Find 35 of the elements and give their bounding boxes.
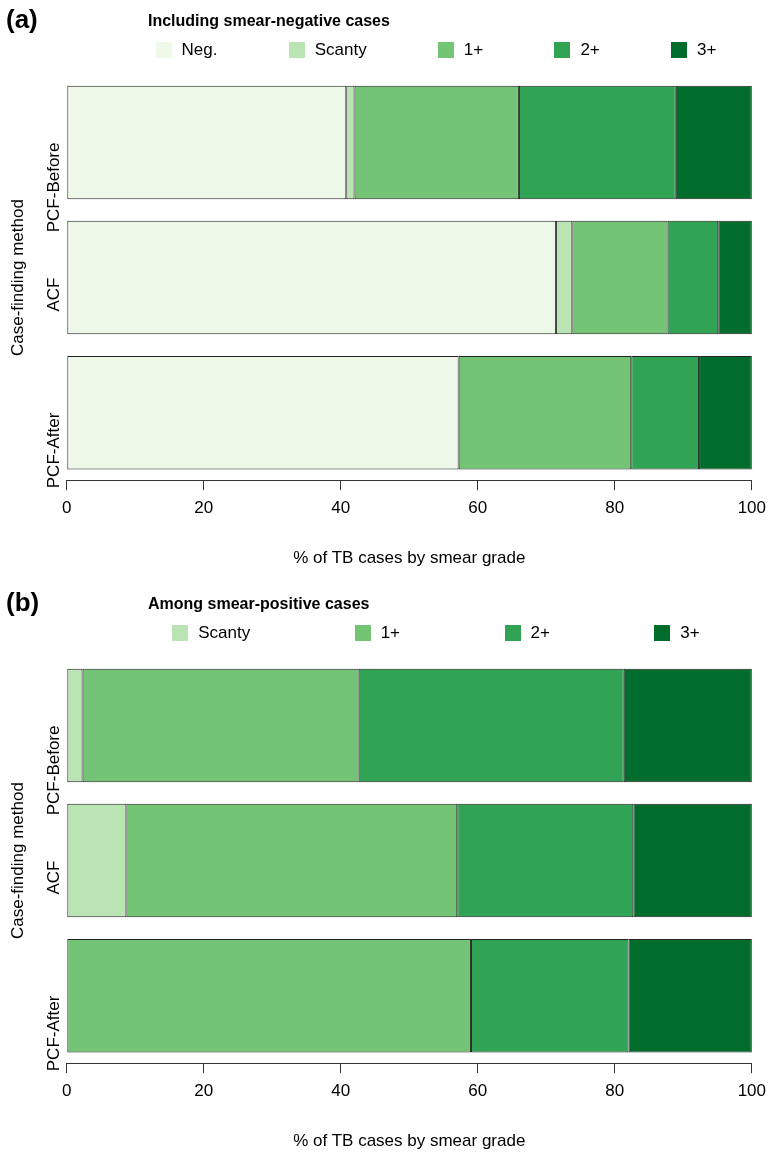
x-tick-label: 40 — [331, 498, 351, 518]
x-tick-label: 80 — [605, 498, 625, 518]
y-tick-label: PCF-After — [44, 412, 64, 489]
y-tick-label: ACF — [44, 277, 64, 312]
legend-label: 1+ — [380, 623, 401, 643]
y-axis-title: Case-finding method — [7, 199, 27, 357]
chart-title: Including smear-negative cases — [148, 12, 390, 30]
x-tick-label: 0 — [62, 1081, 72, 1101]
x-axis-title: % of TB cases by smear grade — [293, 1131, 526, 1151]
x-tick-label: 80 — [605, 1081, 625, 1101]
x-axis-title: % of TB cases by smear grade — [293, 548, 526, 568]
legend-label: 2+ — [530, 623, 550, 643]
y-tick-label: PCF-Before — [44, 142, 64, 233]
legend-label: 1+ — [463, 40, 484, 60]
legend-label: 3+ — [696, 40, 717, 60]
y-tick-label: PCF-Before — [44, 725, 64, 816]
x-tick-label: 20 — [194, 498, 214, 518]
chart-title: Among smear-positive cases — [148, 595, 370, 613]
y-axis-title: Case-finding method — [7, 782, 27, 940]
y-tick-label: PCF-After — [44, 995, 64, 1072]
legend-label: Scanty — [198, 623, 251, 643]
y-tick-label: ACF — [44, 860, 64, 895]
x-tick-label: 40 — [331, 1081, 351, 1101]
x-tick-label: 60 — [468, 1081, 488, 1101]
x-tick-label: 20 — [194, 1081, 214, 1101]
x-tick-label: 0 — [62, 498, 72, 518]
text: (b) — [6, 587, 40, 618]
x-tick-label: 100 — [737, 1081, 767, 1101]
legend-label: 2+ — [580, 40, 600, 60]
legend-label: Scanty — [314, 40, 367, 60]
x-tick-label: 60 — [468, 498, 488, 518]
text: (a) — [6, 4, 38, 35]
legend-label: 3+ — [680, 623, 700, 643]
legend-label: Neg. — [181, 40, 218, 60]
x-tick-label: 100 — [737, 498, 767, 518]
